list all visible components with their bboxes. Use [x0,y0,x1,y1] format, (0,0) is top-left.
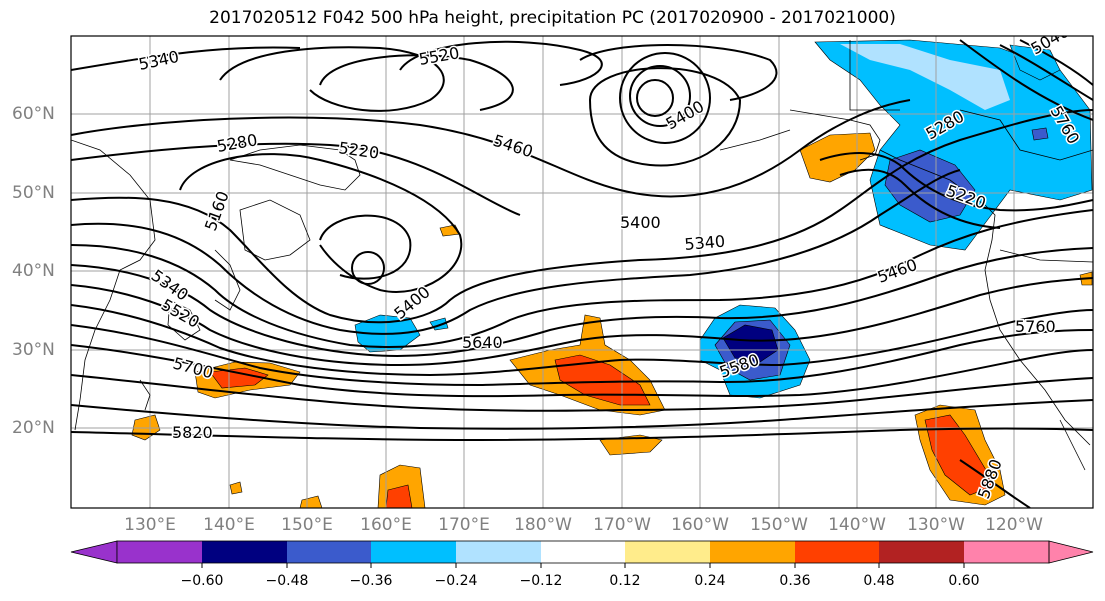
lon-label: 160°W [671,515,729,535]
colorbar-tick-label: −0.48 [265,573,309,589]
map-border [70,35,1094,509]
colorbar-tick-label: −0.36 [349,573,393,589]
colorbar-extend-low [70,540,118,564]
colorbar-tick-label: −0.12 [519,573,563,589]
colorbar-tick-label: 0.24 [694,573,726,589]
precip-shading [131,39,1093,508]
contour-label: 5340 [684,232,726,254]
coastlines [71,40,1093,471]
graticule [71,36,1093,508]
colorbar-tick-label: −0.60 [180,573,224,589]
lon-label: 170°E [438,515,490,535]
lat-label-60n: 60°N [12,104,55,124]
lon-label: 130°E [124,515,176,535]
lon-label: 130°W [907,515,965,535]
contour-label: 5640 [462,333,503,352]
colorbar [70,540,1094,568]
lon-label: 140°E [203,515,255,535]
lat-label-40n: 40°N [12,261,55,281]
lon-label: 150°W [750,515,808,535]
colorbar-extend-high [1048,540,1094,564]
height-contours [71,39,1093,508]
lat-label-50n: 50°N [12,183,55,203]
map-title: 2017020512 F042 500 hPa height, precipit… [209,8,896,28]
colorbar-tick-label: 0.36 [779,573,811,589]
colorbar-tick-label: −0.24 [434,573,478,589]
contour-label: 5820 [172,423,213,442]
lon-label: 170°W [593,515,651,535]
lon-label: 120°W [985,515,1043,535]
colorbar-tick-label: 0.48 [863,573,895,589]
colorbar-tick-label: 0.12 [609,573,641,589]
lon-label: 140°W [828,515,886,535]
lon-label: 160°E [360,515,412,535]
lon-label: 180°W [514,515,572,535]
contour-label: 5760 [1015,317,1056,336]
lat-label-20n: 20°N [12,418,55,438]
lat-label-30n: 30°N [12,340,55,360]
lon-label: 150°E [281,515,333,535]
contour-label: 5400 [620,213,661,232]
colorbar-tick-label: 0.60 [948,573,980,589]
